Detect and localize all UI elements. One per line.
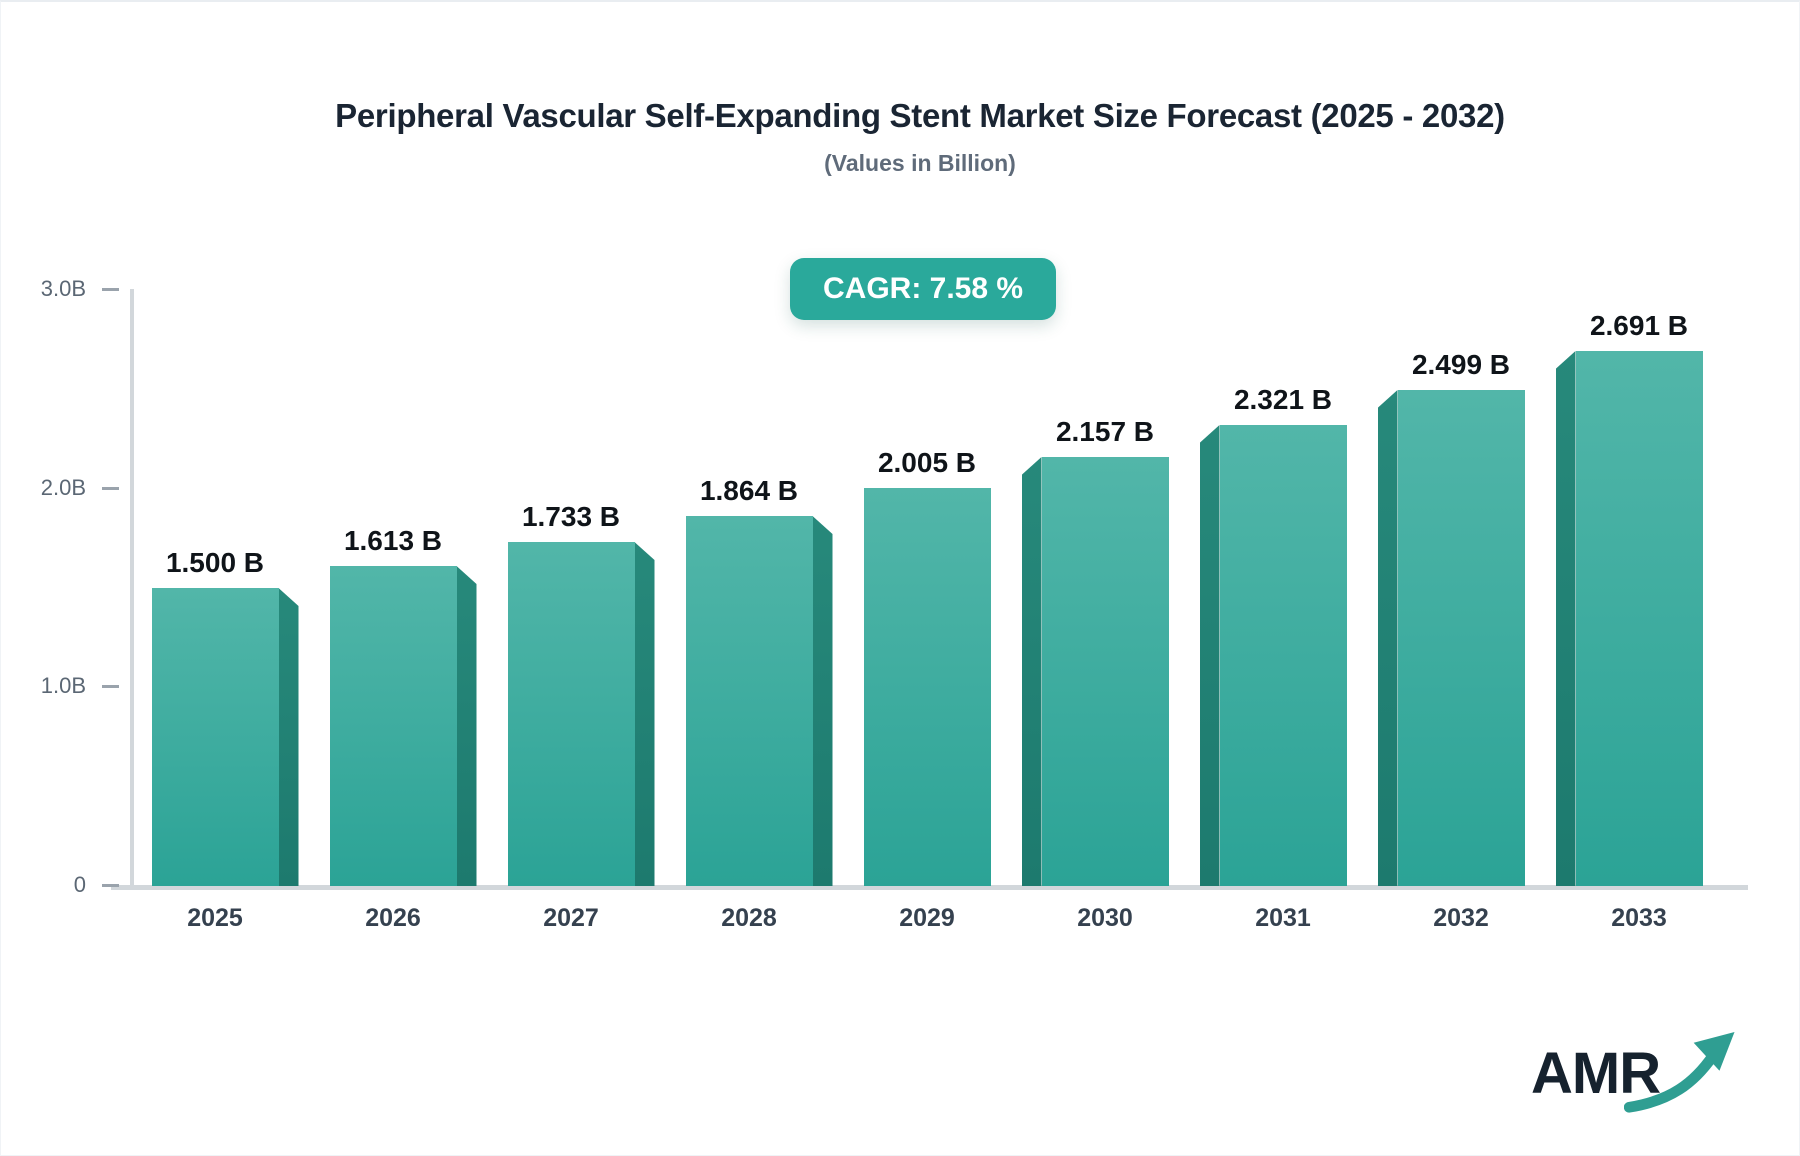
bar <box>863 488 991 886</box>
x-axis-label: 2029 <box>899 904 955 932</box>
bar-side-shade <box>1555 351 1576 886</box>
y-tick-mark <box>102 884 119 887</box>
bar-side-shade <box>634 542 655 886</box>
x-axis-label: 2032 <box>1433 904 1489 932</box>
bar <box>685 516 813 886</box>
y-tick-label: 3.0B <box>40 276 86 301</box>
y-tick-mark <box>102 685 119 689</box>
x-axis-label: 2033 <box>1611 904 1667 932</box>
bar-value-label: 1.500 B <box>165 547 265 578</box>
y-tick-mark <box>102 486 119 490</box>
chart-title: Peripheral Vascular Self-Expanding Stent… <box>335 97 1505 134</box>
bar <box>329 566 457 886</box>
bar-value-label: 2.499 B <box>1411 349 1511 380</box>
growth-arrow-icon <box>1624 1032 1735 1113</box>
bar-value-label: 2.691 B <box>1589 310 1689 341</box>
bar-value-label: 1.733 B <box>521 501 621 532</box>
y-axis-line <box>130 289 134 890</box>
x-axis-label: 2027 <box>543 904 599 932</box>
bar <box>507 542 635 886</box>
bar-value-label: 2.157 B <box>1055 416 1155 447</box>
y-tick-label: 0 <box>73 872 86 897</box>
x-axis-label: 2031 <box>1255 904 1311 932</box>
bar-side-shade <box>1021 457 1042 886</box>
x-axis-label: 2026 <box>365 904 421 932</box>
bar <box>1219 425 1347 886</box>
brand-logo: AMR <box>1531 1032 1741 1122</box>
bar-side-shade <box>812 516 833 886</box>
chart-subtitle: (Values in Billion) <box>824 150 1016 176</box>
bar-side-shade <box>1199 425 1220 886</box>
y-tick-mark <box>102 288 119 291</box>
bar-value-label: 2.321 B <box>1233 384 1333 415</box>
x-axis-label: 2028 <box>721 904 777 932</box>
bar <box>1397 390 1525 886</box>
bar <box>1575 351 1703 886</box>
bar-value-label: 1.864 B <box>699 475 799 506</box>
x-axis-label: 2025 <box>187 904 243 932</box>
bar-value-label: 2.005 B <box>877 447 977 478</box>
x-axis-baseline <box>111 885 1748 890</box>
cagr-badge: CAGR: 7.58 % <box>790 258 1057 320</box>
brand-logo-text: AMR <box>1531 1041 1661 1106</box>
bar-value-label: 1.613 B <box>343 525 443 556</box>
bar-side-shade <box>278 588 299 886</box>
y-tick-label: 1.0B <box>40 673 86 699</box>
bar <box>151 588 279 886</box>
y-tick-label: 2.0B <box>40 474 86 500</box>
bar-side-shade <box>1377 390 1398 886</box>
bar <box>1041 457 1169 886</box>
bar-side-shade <box>456 566 477 886</box>
x-axis-label: 2030 <box>1077 904 1133 932</box>
